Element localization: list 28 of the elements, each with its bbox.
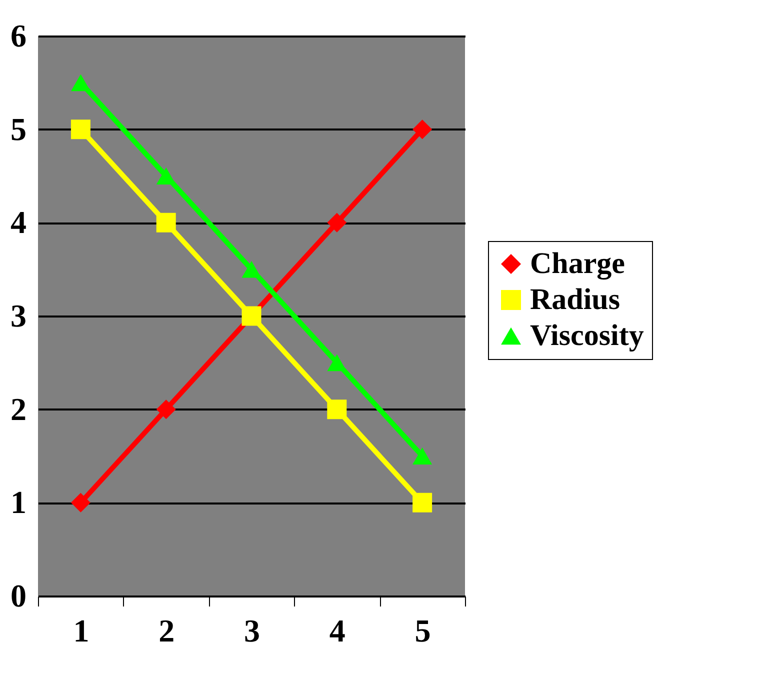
legend-label: Viscosity (530, 319, 644, 352)
y-tick-label: 5 (10, 110, 26, 147)
y-tick-label: 3 (10, 298, 26, 334)
y-tick-label: 2 (10, 390, 26, 427)
legend-label: Charge (530, 247, 625, 280)
point (412, 492, 432, 512)
y-tick-label: 6 (10, 18, 26, 54)
point (327, 354, 347, 372)
point (156, 400, 176, 420)
legend-label: Radius (530, 283, 620, 316)
x-tick-label: 5 (414, 612, 431, 648)
point (70, 120, 90, 140)
y-tick-label: 4 (10, 204, 26, 240)
x-tick-label: 4 (329, 612, 346, 648)
point (412, 448, 432, 464)
point (327, 400, 347, 420)
point (327, 212, 347, 232)
point (156, 212, 176, 232)
point (242, 260, 262, 278)
x-tick-label: 1 (73, 612, 90, 648)
point (70, 492, 90, 512)
point (70, 74, 90, 92)
y-tick-label: 0 (10, 578, 26, 614)
x-tick-label: 3 (244, 612, 260, 648)
y-tick-label: 1 (10, 484, 26, 520)
x-tick-label: 2 (158, 612, 175, 648)
point (156, 168, 176, 184)
point (412, 120, 432, 140)
